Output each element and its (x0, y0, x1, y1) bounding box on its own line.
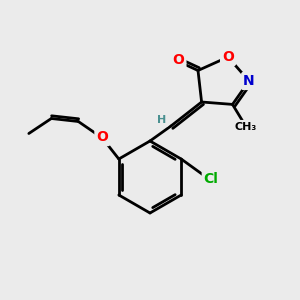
Text: O: O (172, 53, 184, 67)
Text: O: O (96, 130, 108, 144)
Text: CH₃: CH₃ (235, 122, 257, 132)
Text: Cl: Cl (204, 172, 219, 185)
Text: H: H (158, 115, 166, 125)
Text: N: N (243, 74, 255, 88)
Text: O: O (222, 50, 234, 64)
